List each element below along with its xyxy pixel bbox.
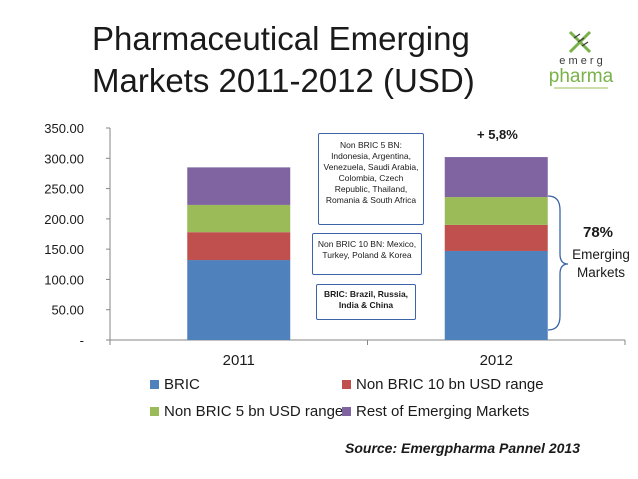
emergpharma-logo: e m e r g pharma xyxy=(536,30,626,102)
legend-item-non-bric-10: Non BRIC 10 bn USD range xyxy=(342,376,544,393)
bar-segment xyxy=(444,157,548,198)
bar-segment xyxy=(444,250,548,340)
bar-segment xyxy=(444,197,548,225)
y-tick-label: 50.00 xyxy=(51,303,84,318)
chart-title: Pharmaceutical Emerging Markets 2011-201… xyxy=(92,20,475,99)
y-tick-label: - xyxy=(80,333,84,348)
x-tick-label: 2011 xyxy=(223,352,255,369)
note-bric: BRIC: Brazil, Russia, India & China xyxy=(316,284,416,320)
share-percent: 78% xyxy=(583,224,614,241)
logo-bottom-text: pharma xyxy=(549,66,614,87)
double-helix-cross-icon: e m e r g pharma xyxy=(549,30,614,89)
logo-top-text: e m e r g xyxy=(559,55,602,67)
legend-item-rest: Rest of Emerging Markets xyxy=(342,403,529,420)
bar-segment xyxy=(187,167,291,205)
legend-swatch xyxy=(342,407,351,416)
legend-item-bric: BRIC xyxy=(150,376,200,393)
legend-swatch xyxy=(150,407,159,416)
bar-segment xyxy=(187,260,291,340)
growth-label: + 5,8% xyxy=(477,127,518,142)
y-tick-label: 200.00 xyxy=(44,212,84,227)
share-label: Emerging Markets xyxy=(566,246,636,282)
legend-label: Rest of Emerging Markets xyxy=(356,403,530,420)
y-tick-label: 350.00 xyxy=(44,121,84,136)
share-brace xyxy=(547,195,569,331)
share-label-line-1: Emerging xyxy=(572,247,630,262)
bar-segment xyxy=(444,224,548,251)
legend-label: Non BRIC 10 bn USD range xyxy=(356,376,544,393)
bar-segment xyxy=(187,232,291,261)
bar-segment xyxy=(187,204,291,233)
y-tick-label: 250.00 xyxy=(44,182,84,197)
source-note: Source: Emergpharma Pannel 2013 xyxy=(345,440,580,456)
y-tick-label: 300.00 xyxy=(44,151,84,166)
note-non-bric-5: Non BRIC 5 BN: Indonesia, Argentina, Ven… xyxy=(318,133,424,225)
share-label-line-2: Markets xyxy=(576,265,625,280)
note-non-bric-10: Non BRIC 10 BN: Mexico, Turkey, Poland &… xyxy=(312,233,422,275)
legend-label: Non BRIC 5 bn USD range xyxy=(164,403,344,420)
legend-label: BRIC xyxy=(164,376,200,393)
y-tick-label: 150.00 xyxy=(44,242,84,257)
legend-swatch xyxy=(150,380,159,389)
y-tick-label: 100.00 xyxy=(44,272,84,287)
legend-swatch xyxy=(342,380,351,389)
x-tick-label: 2012 xyxy=(480,352,513,369)
legend-item-non-bric-5: Non BRIC 5 bn USD range xyxy=(150,403,343,420)
